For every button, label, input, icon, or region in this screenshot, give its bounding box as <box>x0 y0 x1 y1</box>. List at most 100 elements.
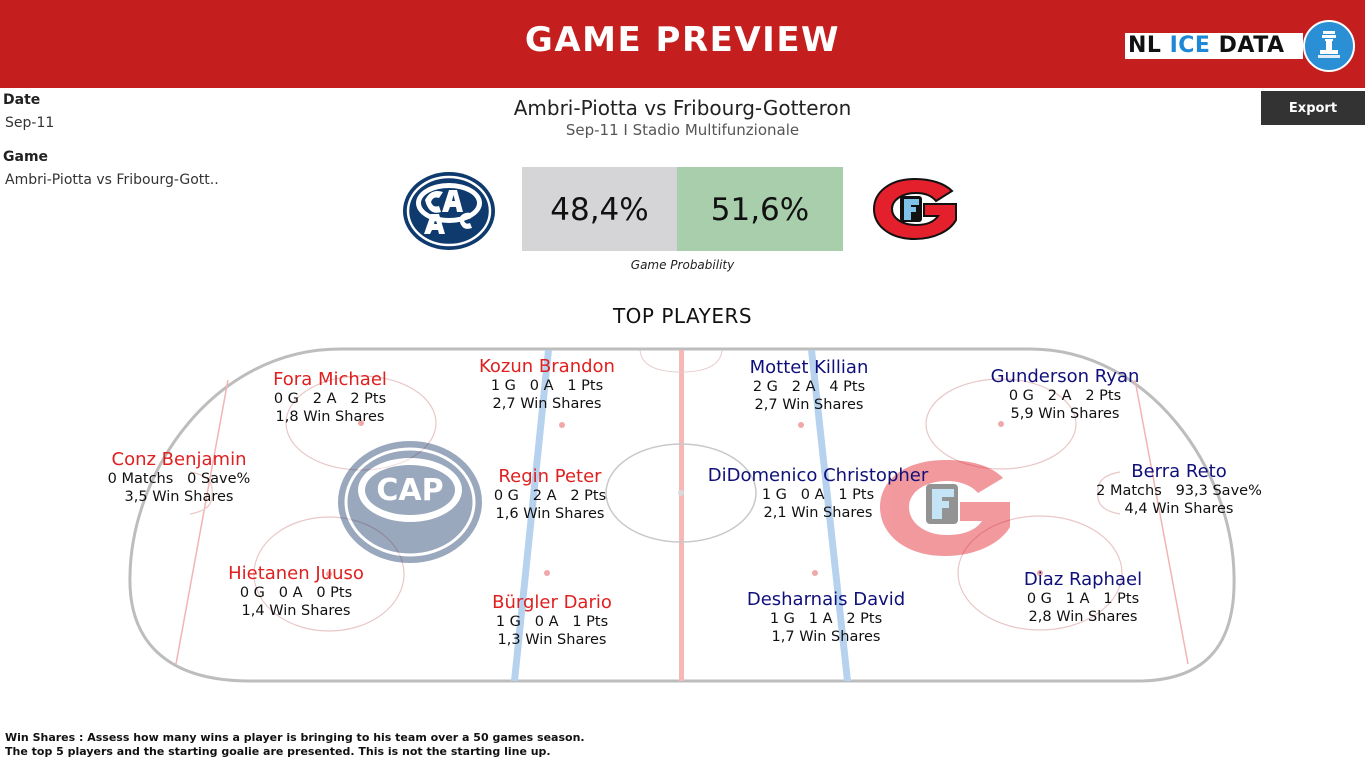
away-faceoff-dot-top <box>998 421 1004 427</box>
player-card-diaz-raphael: Diaz Raphael 0 G 1 A 1 Pts 2,8 Win Share… <box>963 569 1203 626</box>
player-name: Conz Benjamin <box>111 449 247 470</box>
home-faceoff-circle-top <box>285 375 437 471</box>
player-win-shares: 1,4 Win Shares <box>241 603 351 619</box>
player-name: Desharnais David <box>746 589 906 610</box>
match-title: Ambri-Piotta vs Fribourg-Gotteron <box>513 96 852 120</box>
page-title: GAME PREVIEW <box>524 20 841 60</box>
home-blue-line <box>511 350 552 681</box>
away-faceoff-circle-top <box>925 378 1077 470</box>
home-faceoff-circle-bottom <box>253 516 405 632</box>
center-faceoff-dot <box>678 490 684 496</box>
probability-caption: Game Probability <box>630 258 735 272</box>
away-blue-line <box>808 350 851 681</box>
player-name: Diaz Raphael <box>1023 569 1143 590</box>
player-stats: 1 G 1 A 2 Pts <box>769 611 883 627</box>
player-card-regin-peter: Regin Peter 0 G 2 A 2 Pts 1,6 Win Shares <box>430 466 670 523</box>
player-win-shares: 5,9 Win Shares <box>1010 406 1120 422</box>
player-card-mottet-killian: Mottet Killian 2 G 2 A 4 Pts 2,7 Win Sha… <box>689 357 929 414</box>
center-circle <box>605 443 757 543</box>
home-goal-line <box>175 379 229 665</box>
ambri-ice-logo: CAP <box>338 441 482 563</box>
player-win-shares: 2,1 Win Shares <box>763 505 873 521</box>
player-win-shares: 1,8 Win Shares <box>275 409 385 425</box>
neutral-dot-1 <box>559 422 565 428</box>
brand-wordmark: NL ICE DATA <box>1125 33 1303 59</box>
player-stats: 1 G 0 A 1 Pts <box>761 487 875 503</box>
fribourg-gotteron-logo <box>872 176 958 246</box>
player-stats: 2 Matchs 93,3 Save% <box>1096 483 1262 499</box>
player-card-desharnais-david: Desharnais David 1 G 1 A 2 Pts 1,7 Win S… <box>706 589 946 646</box>
player-card-hietanen-juuso: Hietanen Juuso 0 G 0 A 0 Pts 1,4 Win Sha… <box>176 563 416 620</box>
player-card-burgler-dario: Bürgler Dario 1 G 0 A 1 Pts 1,3 Win Shar… <box>432 592 672 649</box>
player-stats: 0 Matchs 0 Save% <box>107 471 251 487</box>
game-filter-value[interactable]: Ambri-Piotta vs Fribourg-Gott.. <box>5 172 219 188</box>
footnote-line-2: The top 5 players and the starting goali… <box>5 745 551 758</box>
player-name: Bürgler Dario <box>492 592 612 613</box>
rink-boards <box>128 347 1236 683</box>
date-filter-value[interactable]: Sep-11 <box>5 115 55 131</box>
player-card-gunderson-ryan: Gunderson Ryan 0 G 2 A 2 Pts 5,9 Win Sha… <box>945 366 1185 423</box>
win-shares-footnote: Win Shares : Assess how many wins a play… <box>5 731 585 759</box>
game-probability-bar: 48,4% 51,6% <box>522 167 843 251</box>
date-filter-label: Date <box>3 92 41 108</box>
player-win-shares: 2,7 Win Shares <box>492 396 602 412</box>
player-card-fora-michael: Fora Michael 0 G 2 A 2 Pts 1,8 Win Share… <box>210 369 450 426</box>
svg-text:CAP: CAP <box>376 473 443 508</box>
game-filter-label: Game <box>3 149 49 165</box>
player-stats: 0 G 2 A 2 Pts <box>1008 388 1122 404</box>
player-card-conz-benjamin: Conz Benjamin 0 Matchs 0 Save% 3,5 Win S… <box>59 449 299 506</box>
player-name: DiDomenico Christopher <box>707 465 929 486</box>
neutral-dot-3 <box>798 422 804 428</box>
player-win-shares: 1,7 Win Shares <box>771 629 881 645</box>
player-card-kozun-brandon: Kozun Brandon 1 G 0 A 1 Pts 2,7 Win Shar… <box>427 356 667 413</box>
player-stats: 1 G 0 A 1 Pts <box>490 378 604 394</box>
brand-logo: NL ICE DATA <box>1125 20 1355 72</box>
away-goal-line <box>1134 379 1189 665</box>
player-name: Fora Michael <box>273 369 387 390</box>
brand-word-2: ICE <box>1169 33 1219 58</box>
player-win-shares: 1,6 Win Shares <box>495 506 605 522</box>
player-stats: 0 G 2 A 2 Pts <box>493 488 607 504</box>
player-win-shares: 2,7 Win Shares <box>754 397 864 413</box>
player-name: Hietanen Juuso <box>228 563 364 584</box>
player-win-shares: 1,3 Win Shares <box>497 632 607 648</box>
home-faceoff-dot-top <box>358 420 364 426</box>
player-name: Gunderson Ryan <box>990 366 1140 387</box>
player-name: Berra Reto <box>1131 461 1227 482</box>
away-goal-crease <box>1097 471 1121 515</box>
trophy-badge-icon <box>1303 20 1355 72</box>
away-faceoff-circle-bottom <box>957 515 1123 631</box>
player-stats: 0 G 0 A 0 Pts <box>239 585 353 601</box>
neutral-dot-4 <box>812 570 818 576</box>
neutral-dot-2 <box>544 570 550 576</box>
player-name: Mottet Killian <box>749 357 869 378</box>
home-win-probability: 48,4% <box>522 167 677 251</box>
player-win-shares: 4,4 Win Shares <box>1124 501 1234 517</box>
player-name: Kozun Brandon <box>479 356 615 377</box>
footnote-line-1: Win Shares : Assess how many wins a play… <box>5 731 585 744</box>
center-red-line <box>679 350 684 681</box>
player-win-shares: 3,5 Win Shares <box>124 489 234 505</box>
home-goal-crease <box>189 471 213 515</box>
top-players-title: TOP PLAYERS <box>612 304 753 328</box>
header-bar: GAME PREVIEW NL ICE DATA <box>0 0 1365 88</box>
match-subtitle: Sep-11 I Stadio Multifunzionale <box>565 121 800 139</box>
player-stats: 0 G 1 A 1 Pts <box>1026 591 1140 607</box>
brand-word-1: NL <box>1128 33 1170 58</box>
player-card-berra-reto: Berra Reto 2 Matchs 93,3 Save% 4,4 Win S… <box>1059 461 1299 518</box>
away-win-probability: 51,6% <box>677 167 843 251</box>
player-name: Regin Peter <box>498 466 602 487</box>
ambri-piotta-logo <box>401 170 497 256</box>
export-button[interactable]: Export <box>1261 91 1365 125</box>
away-faceoff-dot-bottom <box>1037 570 1043 576</box>
player-card-didomenico-christopher: DiDomenico Christopher 1 G 0 A 1 Pts 2,1… <box>698 465 938 522</box>
player-stats: 2 G 2 A 4 Pts <box>752 379 866 395</box>
player-stats: 1 G 0 A 1 Pts <box>495 614 609 630</box>
brand-word-3: DATA <box>1218 33 1285 58</box>
fribourg-ice-logo <box>880 460 1010 556</box>
referee-crease <box>639 349 723 373</box>
player-stats: 0 G 2 A 2 Pts <box>273 391 387 407</box>
player-win-shares: 2,8 Win Shares <box>1028 609 1138 625</box>
home-faceoff-dot-bottom <box>326 571 332 577</box>
